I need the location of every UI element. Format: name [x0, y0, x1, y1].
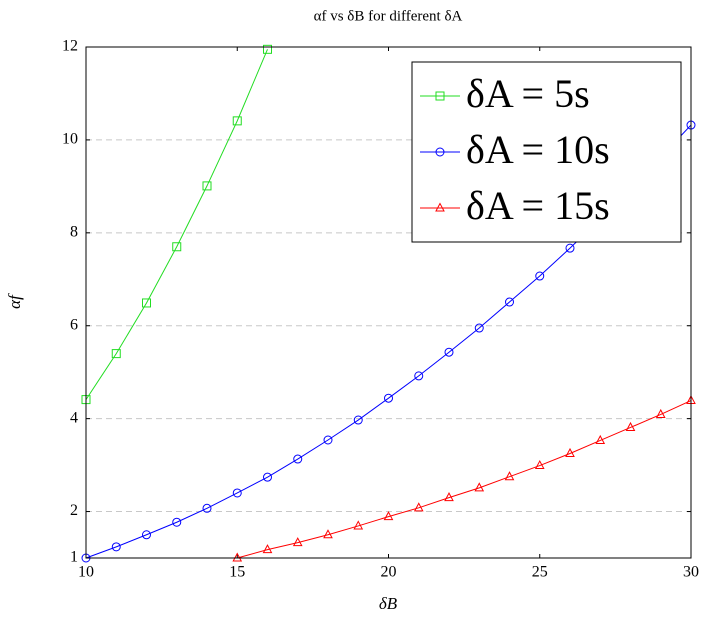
marker	[444, 347, 454, 357]
legend-label: δA = 5s	[466, 71, 590, 116]
series-line	[237, 400, 692, 559]
marker	[202, 503, 212, 513]
marker	[232, 116, 242, 126]
marker	[383, 511, 394, 521]
marker	[595, 434, 606, 444]
marker	[565, 447, 575, 457]
marker	[353, 415, 363, 425]
marker	[202, 181, 212, 191]
marker	[474, 482, 485, 492]
x-tick-label: 25	[532, 564, 548, 581]
marker	[474, 323, 484, 333]
marker	[414, 371, 424, 381]
marker	[142, 530, 151, 540]
y-tick-label: 10	[62, 131, 78, 148]
marker	[535, 271, 545, 281]
y-tick-label: 1	[70, 549, 78, 566]
marker	[655, 408, 666, 418]
marker	[172, 242, 182, 252]
marker	[505, 297, 514, 307]
marker	[323, 529, 333, 539]
marker	[353, 520, 364, 530]
marker	[292, 537, 303, 547]
marker	[435, 202, 445, 212]
y-axis-label: αf	[5, 293, 24, 309]
y-tick-label: 12	[62, 38, 78, 55]
y-tick-label: 6	[70, 316, 78, 333]
legend: δA = 5s δA = 10s δA = 15s	[411, 61, 682, 243]
x-tick-label: 20	[381, 564, 397, 581]
marker	[142, 298, 151, 308]
y-tick-label: 8	[70, 223, 78, 240]
marker	[534, 459, 545, 470]
marker	[625, 421, 636, 431]
marker	[172, 517, 182, 527]
marker	[293, 454, 303, 464]
legend-label: δA = 10s	[466, 127, 610, 172]
marker	[435, 91, 445, 101]
marker	[413, 502, 424, 512]
marker	[111, 349, 121, 359]
marker	[111, 542, 121, 552]
marker	[565, 243, 575, 253]
series-line	[85, 49, 268, 400]
plot-frame	[85, 46, 692, 559]
x-tick-label: 30	[683, 564, 699, 581]
y-tick-label: 4	[70, 409, 78, 426]
marker	[435, 147, 445, 157]
y-tick-label: 2	[70, 502, 78, 519]
x-tick-label: 10	[78, 564, 94, 581]
chart-title: αf vs δB for different δA	[314, 8, 463, 24]
legend-label: δA = 15s	[466, 183, 610, 228]
marker	[262, 544, 273, 554]
marker	[444, 492, 454, 502]
marker	[384, 393, 393, 403]
marker	[323, 435, 333, 445]
marker	[232, 488, 242, 498]
marker	[504, 471, 515, 481]
marker	[263, 472, 272, 482]
x-tick-label: 15	[229, 564, 245, 581]
x-axis-label: δB	[379, 594, 398, 613]
marker	[232, 552, 243, 562]
marker	[263, 44, 272, 54]
